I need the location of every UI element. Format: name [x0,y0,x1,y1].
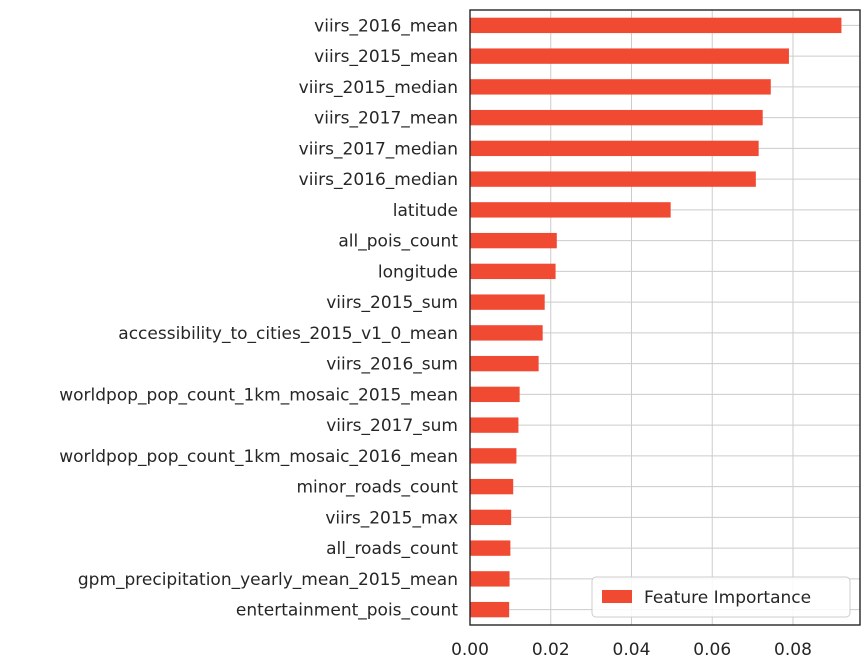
grid-lines [469,10,860,625]
bar [470,417,519,433]
category-label: all_pois_count [338,232,458,252]
category-label: viirs_2015_mean [314,47,458,67]
legend: Feature Importance [591,576,851,618]
x-tick-label: 0.02 [532,640,570,660]
bar [470,571,510,587]
bar [470,232,557,249]
category-labels: viirs_2016_mean viirs_2015_mean viirs_2015… [59,16,458,620]
bar [470,294,545,310]
bar [470,540,511,556]
bar [470,325,543,341]
bar [470,48,789,64]
category-label: viirs_2015_max [325,508,458,528]
bar [470,386,520,403]
bar [470,202,671,218]
x-tick-label: 0.04 [613,640,651,660]
category-label: viirs_2015_sum [326,293,458,313]
bars [470,17,842,618]
bar [470,478,514,495]
bar [470,355,539,372]
category-label: viirs_2017_median [299,139,458,159]
bar [470,79,771,95]
category-label: longitude [378,262,458,282]
category-label: entertainment_pois_count [236,601,458,621]
category-label: minor_roads_count [297,478,459,498]
bar [470,109,763,126]
category-label: viirs_2017_sum [326,416,458,436]
bar [470,140,759,157]
x-tick-labels: 0.00 0.02 0.04 0.06 0.08 [451,640,812,660]
bar [470,509,512,526]
category-label: all_roads_count [326,539,458,559]
category-label: viirs_2016_sum [326,355,458,375]
x-tick-label: 0.06 [693,640,731,660]
legend-label: Feature Importance [644,588,811,608]
category-label: accessibility_to_cities_2015_v1_0_mean [118,324,458,344]
x-tick-label: 0.08 [774,640,812,660]
category-label: viirs_2015_median [299,78,458,98]
category-label: viirs_2016_mean [314,16,458,36]
category-label: latitude [393,201,458,221]
bar [470,171,756,187]
bar [470,263,556,280]
bar [470,448,517,464]
category-label: gpm_precipitation_yearly_mean_2015_mean [78,570,458,590]
legend-box [591,576,851,618]
category-label: worldpop_pop_count_1km_mosaic_2015_mean [59,385,458,405]
category-label: viirs_2016_median [299,170,458,190]
legend-swatch [602,590,632,603]
x-tick-label: 0.00 [451,640,489,660]
category-label: viirs_2017_mean [314,109,458,129]
category-label: worldpop_pop_count_1km_mosaic_2016_mean [59,447,458,467]
bar [470,17,842,34]
bar [470,601,510,618]
plot-frame [469,9,861,626]
